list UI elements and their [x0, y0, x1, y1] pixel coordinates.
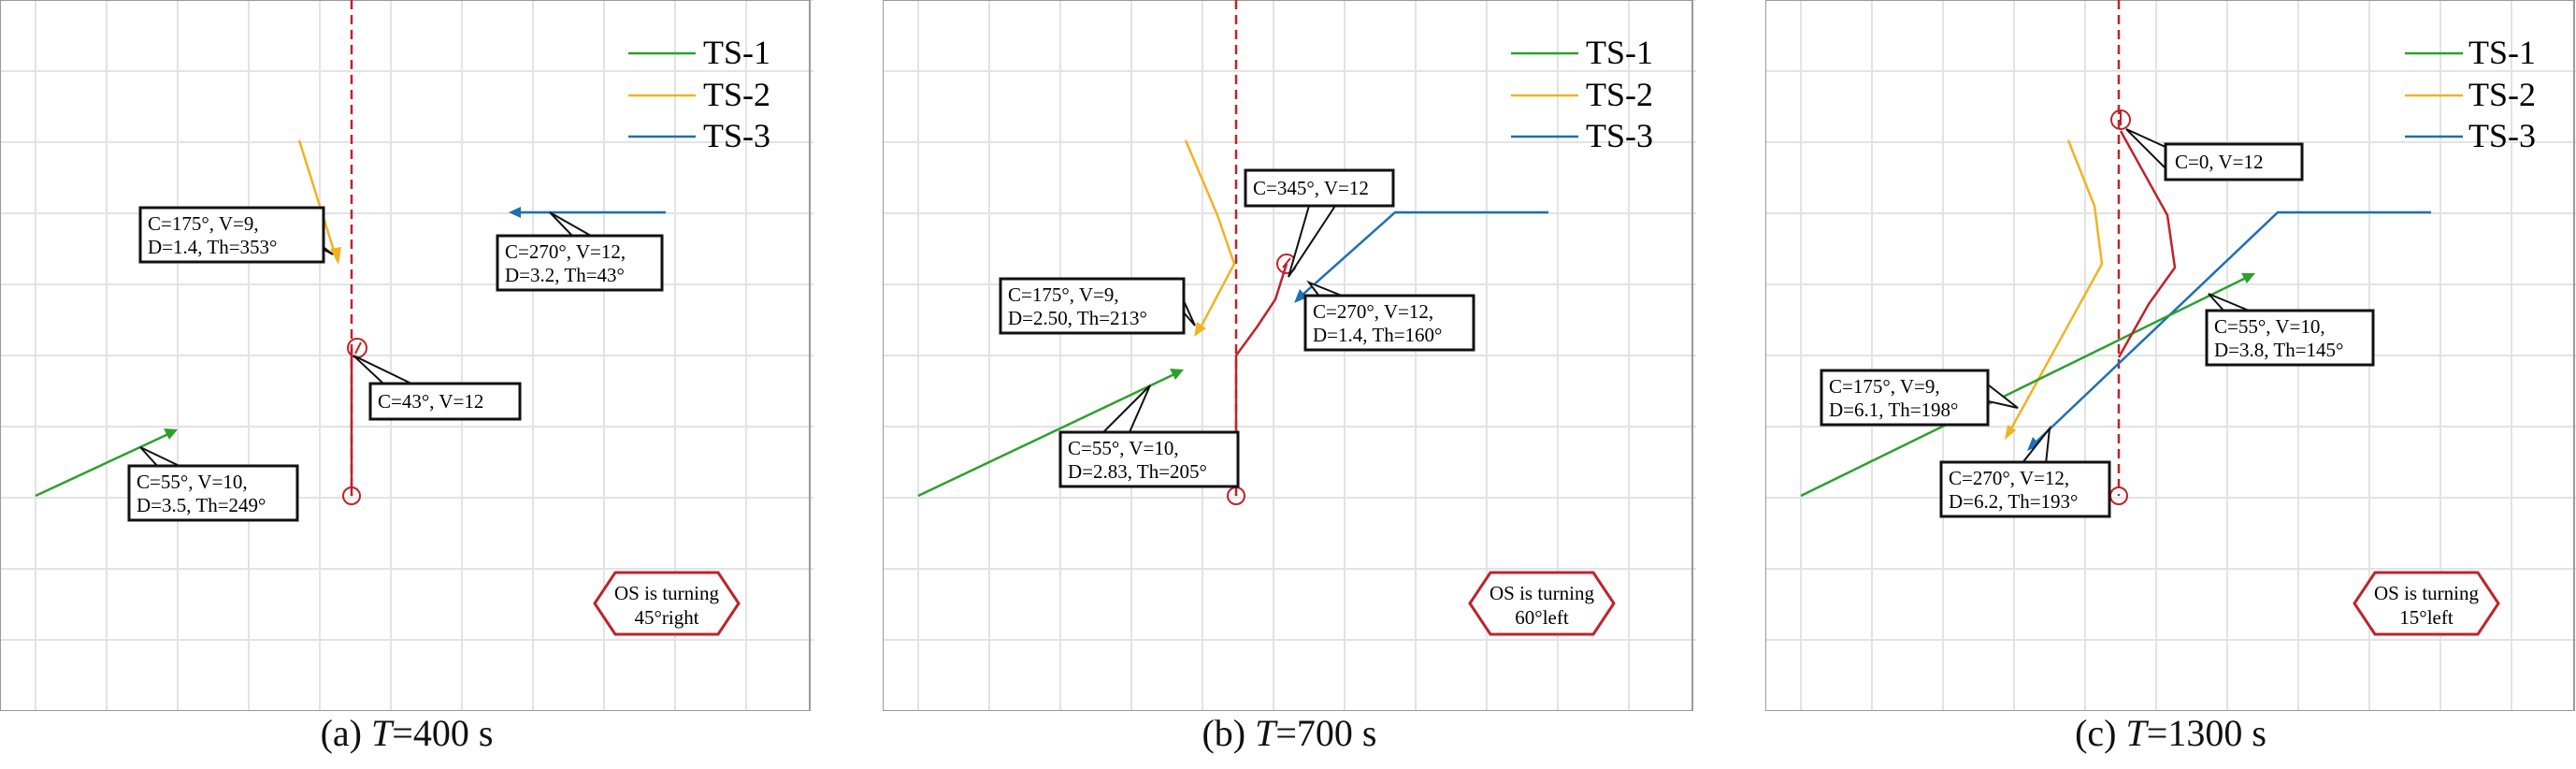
status-line: OS is turning [2374, 582, 2480, 604]
status-line: 15°left [2399, 606, 2454, 629]
caption-suffix: =1300 s [2146, 712, 2267, 754]
status-line: OS is turning [1489, 582, 1595, 604]
callout-ts3: C=270°, V=12, D=1.4, Th=160° [1303, 280, 1475, 352]
status-line: 45°right [634, 606, 698, 629]
ts1-track [917, 372, 1175, 498]
callout-line: C=55°, V=10, [2214, 315, 2325, 338]
os-track [2117, 130, 2177, 358]
caption-suffix: =700 s [1275, 712, 1377, 754]
callout-line: C=0, V=12 [2175, 151, 2263, 173]
callout-line: D=2.50, Th=213° [1008, 307, 1147, 329]
caption-a: (a) T=400 s [0, 711, 813, 755]
callout-line: D=3.8, Th=145° [2214, 339, 2343, 361]
legend-label: TS-3 [703, 117, 770, 154]
status-line: OS is turning [614, 582, 720, 604]
callout-ts3: C=270°, V=12, D=6.2, Th=193° [1939, 425, 2111, 518]
caption-c: (c) T=1300 s [1765, 711, 2576, 755]
ts1-track [1800, 276, 2247, 498]
legend-label: TS-2 [703, 76, 770, 113]
callout-line: C=270°, V=12, [505, 240, 626, 263]
legend-label: TS-3 [2468, 117, 2536, 154]
callout-line: C=55°, V=10, [137, 471, 248, 493]
panel-c: C=0, V=12 C=55°, V=10, D=3.8, Th=145° C=… [1765, 0, 2576, 769]
callout-os: C=0, V=12 [2125, 128, 2304, 181]
status-badge: OS is turning 15°left [2353, 571, 2500, 636]
callout-line: D=1.4, Th=353° [148, 236, 277, 258]
panel-b: C=345°, V=12 C=175°, V=9, D=2.50, Th=213… [883, 0, 1696, 769]
callout-line: C=345°, V=12 [1253, 177, 1369, 199]
plot-a: C=175°, V=9, D=1.4, Th=353° C=270°, V=12… [0, 0, 813, 711]
callout-line: C=55°, V=10, [1068, 437, 1179, 459]
legend: TS-1 TS-2 TS-3 [628, 34, 770, 154]
callout-os: C=43°, V=12 [353, 355, 522, 421]
callout-line: C=43°, V=12 [378, 390, 483, 413]
caption-prefix: (c) [2075, 712, 2126, 754]
callout-ts2: C=175°, V=9, D=2.50, Th=213° [999, 277, 1196, 335]
panel-a: C=175°, V=9, D=1.4, Th=353° C=270°, V=12… [0, 0, 813, 769]
caption-variable: T [1255, 712, 1276, 754]
status-line: 60°left [1515, 606, 1569, 629]
ts3-track [1301, 210, 1548, 297]
legend-label: TS-1 [1586, 34, 1653, 71]
ts2-track [297, 139, 338, 257]
callout-ts1: C=55°, V=10, D=2.83, Th=205° [1058, 384, 1240, 488]
legend: TS-1 TS-2 TS-3 [2405, 34, 2536, 154]
callout-line: D=1.4, Th=160° [1313, 324, 1442, 346]
callout-line: C=270°, V=12, [1949, 467, 2069, 489]
legend: TS-1 TS-2 TS-3 [1511, 34, 1653, 154]
legend-label: TS-2 [1586, 76, 1653, 113]
plot-c: C=0, V=12 C=55°, V=10, D=3.8, Th=145° C=… [1765, 0, 2576, 711]
callout-ts2: C=175°, V=9, D=1.4, Th=353° [138, 206, 334, 264]
status-badge: OS is turning 45°right [593, 571, 741, 636]
legend-label: TS-1 [2468, 34, 2536, 71]
ts2-track [2008, 139, 2104, 431]
ts2-arrowhead [1194, 322, 1206, 337]
ts3-track [2034, 210, 2431, 444]
status-badge: OS is turning 60°left [1468, 571, 1616, 636]
callout-ts1: C=55°, V=10, D=3.8, Th=145° [2205, 293, 2375, 367]
plot-grid [0, 0, 813, 711]
legend-label: TS-1 [703, 34, 770, 71]
callout-line: C=175°, V=9, [1829, 375, 1940, 398]
callout-line: D=3.5, Th=249° [137, 494, 266, 516]
callout-ts1: C=55°, V=10, D=3.5, Th=249° [127, 446, 299, 522]
callout-line: D=2.83, Th=205° [1068, 460, 1207, 483]
caption-suffix: =400 s [392, 712, 494, 754]
ts2-arrowhead [330, 247, 341, 265]
callout-ts2: C=175°, V=9, D=6.1, Th=198° [1820, 369, 2019, 427]
callout-line: D=6.2, Th=193° [1949, 490, 2078, 513]
ts2-track [1184, 139, 1236, 328]
ts1-arrowhead [2241, 273, 2255, 283]
caption-variable: T [371, 712, 393, 754]
caption-variable: T [2125, 712, 2147, 754]
caption-prefix: (a) [320, 712, 372, 754]
ts1-track [35, 432, 169, 498]
callout-line: C=175°, V=9, [1008, 283, 1119, 306]
callout-line: C=175°, V=9, [148, 212, 259, 235]
ts3-arrowhead [509, 207, 521, 218]
ts1-arrowhead [164, 428, 178, 440]
callout-os: C=345°, V=12 [1244, 168, 1395, 278]
callout-ts3: C=270°, V=12, D=3.2, Th=43° [496, 211, 664, 292]
callout-line: D=6.1, Th=198° [1829, 399, 1958, 421]
ts1-arrowhead [1170, 369, 1184, 380]
caption-prefix: (b) [1202, 712, 1256, 754]
ts3-arrowhead [1294, 289, 1307, 303]
legend-label: TS-3 [1586, 117, 1653, 154]
callout-line: C=270°, V=12, [1313, 300, 1433, 323]
os-start-marker [342, 486, 361, 505]
plot-b: C=345°, V=12 C=175°, V=9, D=2.50, Th=213… [883, 0, 1696, 711]
os-track [1234, 263, 1288, 496]
ts3-arrowhead [2027, 437, 2040, 451]
ts2-arrowhead [2005, 425, 2016, 440]
caption-b: (b) T=700 s [883, 711, 1696, 755]
legend-label: TS-2 [2468, 76, 2536, 113]
callout-line: D=3.2, Th=43° [505, 264, 625, 286]
